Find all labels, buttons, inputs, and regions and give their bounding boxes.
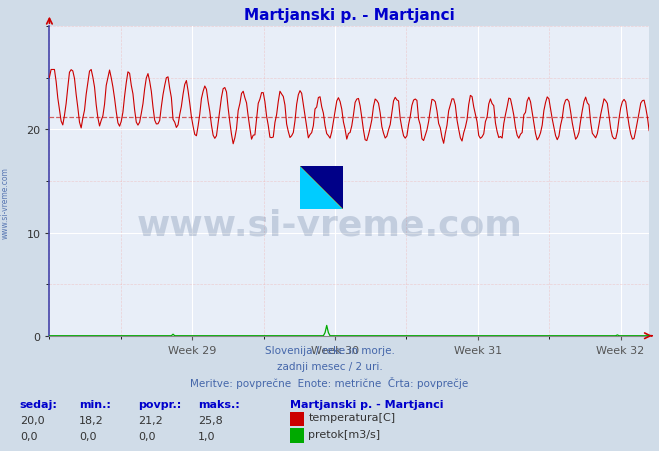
- Text: 0,0: 0,0: [79, 431, 97, 441]
- Text: sedaj:: sedaj:: [20, 399, 57, 409]
- Polygon shape: [300, 167, 343, 210]
- Text: min.:: min.:: [79, 399, 111, 409]
- Text: 20,0: 20,0: [20, 415, 44, 425]
- Text: maks.:: maks.:: [198, 399, 239, 409]
- Text: temperatura[C]: temperatura[C]: [308, 412, 395, 422]
- Text: pretok[m3/s]: pretok[m3/s]: [308, 429, 380, 439]
- Text: zadnji mesec / 2 uri.: zadnji mesec / 2 uri.: [277, 361, 382, 371]
- Text: 18,2: 18,2: [79, 415, 104, 425]
- Text: 0,0: 0,0: [20, 431, 38, 441]
- Text: 25,8: 25,8: [198, 415, 223, 425]
- Text: 0,0: 0,0: [138, 431, 156, 441]
- Text: Slovenija / reke in morje.: Slovenija / reke in morje.: [264, 345, 395, 355]
- Text: 21,2: 21,2: [138, 415, 163, 425]
- Text: Meritve: povprečne  Enote: metrične  Črta: povprečje: Meritve: povprečne Enote: metrične Črta:…: [190, 377, 469, 389]
- Text: www.si-vreme.com: www.si-vreme.com: [1, 167, 10, 239]
- Title: Martjanski p. - Martjanci: Martjanski p. - Martjanci: [244, 8, 455, 23]
- Text: Martjanski p. - Martjanci: Martjanski p. - Martjanci: [290, 399, 444, 409]
- Text: povpr.:: povpr.:: [138, 399, 182, 409]
- Text: www.si-vreme.com: www.si-vreme.com: [136, 208, 523, 243]
- Text: 1,0: 1,0: [198, 431, 215, 441]
- Polygon shape: [300, 167, 343, 210]
